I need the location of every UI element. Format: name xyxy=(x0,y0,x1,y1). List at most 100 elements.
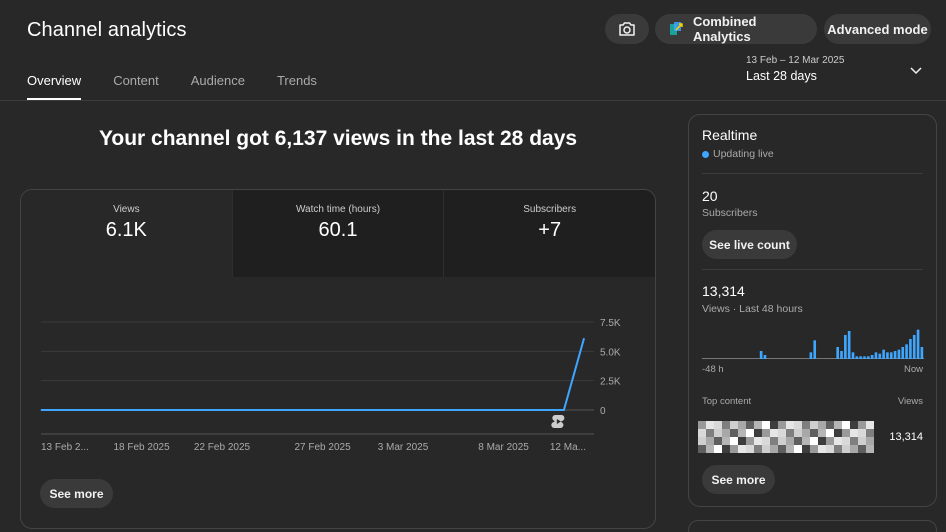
tab-audience[interactable]: Audience xyxy=(190,73,245,88)
thumbnail-pixel xyxy=(818,421,826,429)
realtime-bar xyxy=(859,356,862,359)
top-content-thumbnail[interactable] xyxy=(698,421,874,453)
thumbnail-pixel xyxy=(698,445,706,453)
realtime-bar xyxy=(847,331,851,359)
thumbnail-pixel xyxy=(802,421,810,429)
y-tick-label: 7.5K xyxy=(600,318,621,329)
thumbnail-pixel xyxy=(794,429,802,437)
see-live-count-button[interactable]: See live count xyxy=(702,230,797,259)
thumbnail-pixel xyxy=(754,445,762,453)
advanced-mode-button[interactable]: Advanced mode xyxy=(824,14,931,44)
realtime-views-label: Views · Last 48 hours xyxy=(702,303,803,315)
combined-analytics-icon xyxy=(669,22,683,35)
thumbnail-pixel xyxy=(746,429,754,437)
thumbnail-pixel xyxy=(762,437,770,445)
thumbnail-pixel xyxy=(714,445,722,453)
realtime-see-more-button[interactable]: See more xyxy=(702,465,775,494)
page-title: Channel analytics xyxy=(27,19,187,41)
date-range-period: Last 28 days xyxy=(746,69,817,83)
views-series-line xyxy=(41,338,585,411)
thumbnail-pixel xyxy=(738,429,746,437)
thumbnail-pixel xyxy=(810,421,818,429)
thumbnail-pixel xyxy=(778,437,786,445)
x-tick-label: 27 Feb 2025 xyxy=(294,442,351,453)
thumbnail-pixel xyxy=(866,429,874,437)
realtime-bar xyxy=(844,335,847,359)
x-tick-label: 8 Mar 2025 xyxy=(478,442,529,453)
thumbnail-pixel xyxy=(762,429,770,437)
thumbnail-pixel xyxy=(834,421,842,429)
realtime-bar xyxy=(836,347,839,359)
realtime-title: Realtime xyxy=(702,127,758,143)
realtime-bar xyxy=(886,352,889,359)
screenshot-button[interactable] xyxy=(605,14,649,44)
thumbnail-pixel xyxy=(786,445,794,453)
realtime-subscribers-label: Subscribers xyxy=(702,207,758,219)
thumbnail-pixel xyxy=(826,437,834,445)
combined-analytics-button[interactable]: Combined Analytics xyxy=(655,14,817,44)
thumbnail-pixel xyxy=(770,421,778,429)
metric-tab-views[interactable]: Views 6.1K xyxy=(21,190,233,277)
see-more-button[interactable]: See more xyxy=(40,479,113,508)
realtime-bar xyxy=(905,344,908,359)
thumbnail-pixel xyxy=(754,429,762,437)
date-range-selector[interactable]: 13 Feb – 12 Mar 2025 Last 28 days xyxy=(746,55,926,91)
metric-label: Subscribers xyxy=(523,204,577,215)
thumbnail-pixel xyxy=(738,421,746,429)
thumbnail-pixel xyxy=(738,445,746,453)
live-status-text: Updating live xyxy=(713,148,774,160)
thumbnail-pixel xyxy=(770,429,778,437)
next-card-edge xyxy=(688,520,937,532)
metric-tab-subscribers[interactable]: Subscribers +7 xyxy=(444,190,655,277)
thumbnail-pixel xyxy=(746,421,754,429)
realtime-bar xyxy=(897,349,901,359)
metric-tab-watch-time[interactable]: Watch time (hours) 60.1 xyxy=(232,190,445,277)
realtime-bar xyxy=(870,355,874,359)
realtime-axis-start: -48 h xyxy=(702,364,724,375)
realtime-bar xyxy=(889,352,893,359)
header-divider xyxy=(0,100,946,101)
shorts-icon[interactable] xyxy=(551,414,565,429)
thumbnail-pixel xyxy=(698,429,706,437)
thumbnail-pixel xyxy=(834,445,842,453)
thumbnail-pixel xyxy=(794,421,802,429)
thumbnail-pixel xyxy=(770,437,778,445)
thumbnail-pixel xyxy=(826,421,834,429)
realtime-bar xyxy=(851,352,855,359)
thumbnail-pixel xyxy=(818,429,826,437)
top-content-header: Top content xyxy=(702,396,752,407)
thumbnail-pixel xyxy=(706,437,714,445)
thumbnail-pixel xyxy=(842,445,850,453)
thumbnail-pixel xyxy=(786,437,794,445)
x-tick-label: 22 Feb 2025 xyxy=(194,442,251,453)
thumbnail-pixel xyxy=(722,421,730,429)
thumbnail-pixel xyxy=(842,437,850,445)
overview-headline: Your channel got 6,137 views in the last… xyxy=(98,127,578,150)
top-content-views-value: 13,314 xyxy=(889,431,923,443)
divider xyxy=(702,173,923,174)
metric-tabs: Views 6.1K Watch time (hours) 60.1 Subsc… xyxy=(21,190,655,277)
realtime-bar xyxy=(912,335,916,359)
thumbnail-pixel xyxy=(834,429,842,437)
realtime-bar xyxy=(893,351,897,359)
tab-trends[interactable]: Trends xyxy=(276,73,317,88)
thumbnail-pixel xyxy=(722,437,730,445)
realtime-bar xyxy=(813,340,817,359)
thumbnail-pixel xyxy=(794,437,802,445)
date-range-text: 13 Feb – 12 Mar 2025 xyxy=(746,55,845,66)
metric-value: 6.1K xyxy=(105,219,147,241)
thumbnail-pixel xyxy=(826,429,834,437)
thumbnail-pixel xyxy=(722,429,730,437)
realtime-bar xyxy=(866,356,870,359)
thumbnail-pixel xyxy=(802,437,810,445)
thumbnail-pixel xyxy=(850,437,858,445)
thumbnail-pixel xyxy=(802,445,810,453)
thumbnail-pixel xyxy=(762,421,770,429)
thumbnail-pixel xyxy=(818,445,826,453)
realtime-bar xyxy=(809,352,813,359)
realtime-bar xyxy=(763,355,767,359)
tab-content[interactable]: Content xyxy=(113,73,159,88)
tab-overview[interactable]: Overview xyxy=(27,73,82,100)
thumbnail-pixel xyxy=(754,437,762,445)
thumbnail-pixel xyxy=(786,429,794,437)
